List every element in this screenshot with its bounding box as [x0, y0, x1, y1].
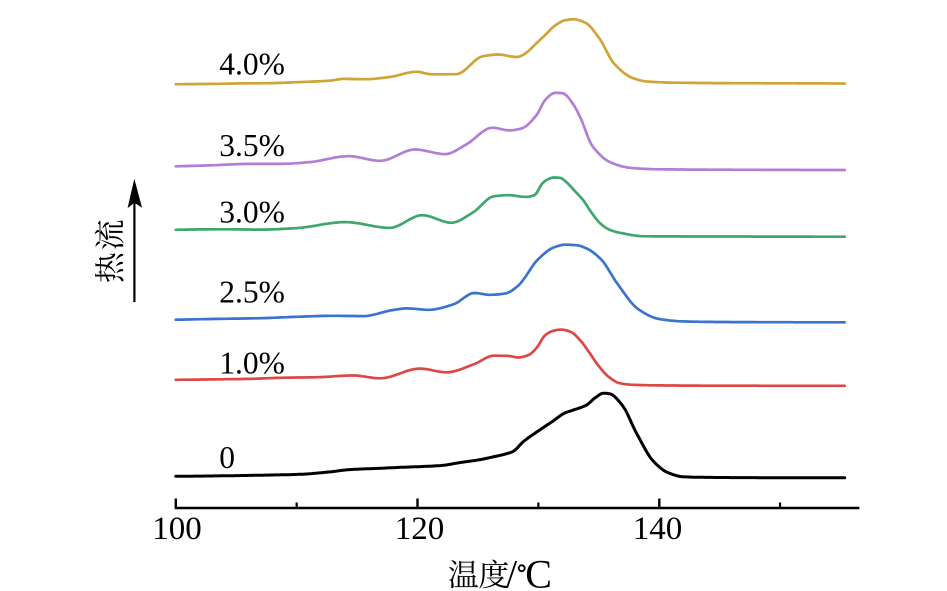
- svg-text:2.5%: 2.5%: [219, 275, 285, 310]
- svg-text:120: 120: [395, 511, 445, 547]
- svg-text:C: C: [525, 552, 552, 591]
- svg-text:3.5%: 3.5%: [219, 128, 285, 163]
- svg-text:4.0%: 4.0%: [219, 47, 285, 82]
- svg-text:3.0%: 3.0%: [219, 194, 285, 229]
- svg-text:100: 100: [152, 511, 202, 547]
- svg-text:1.0%: 1.0%: [219, 346, 285, 381]
- svg-text:/: /: [506, 552, 518, 591]
- svg-text:0: 0: [219, 440, 235, 475]
- svg-text:140: 140: [633, 511, 683, 547]
